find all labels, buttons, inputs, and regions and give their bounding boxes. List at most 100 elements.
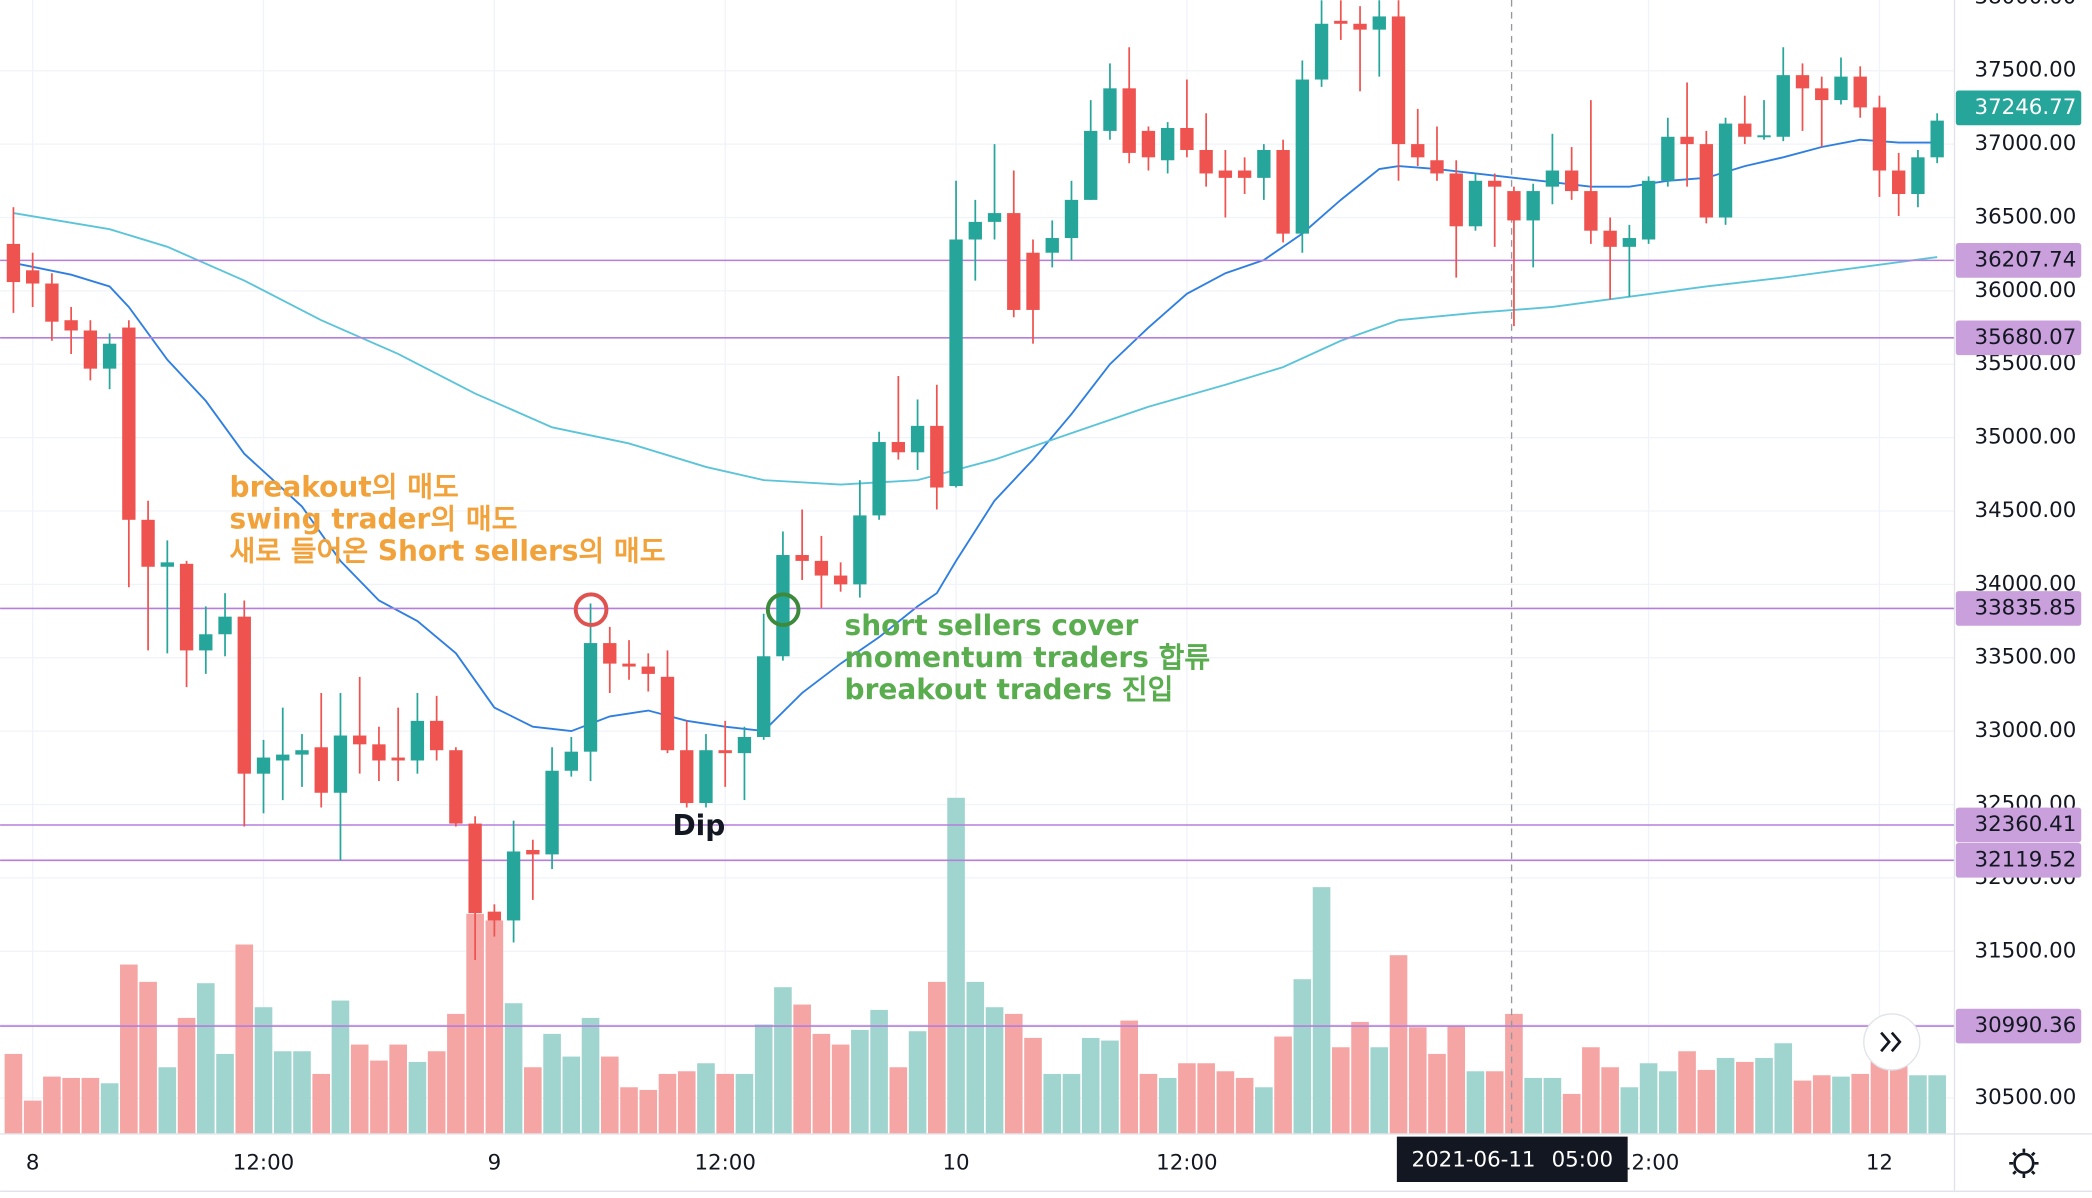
- x-tick-label: 12:00: [694, 1150, 755, 1175]
- level-label: 35680.07: [1975, 325, 2077, 350]
- y-tick-label: 36500.00: [1975, 204, 2077, 229]
- annotation-text: short sellers cover: [845, 609, 1139, 642]
- x-tick-label: 12:00: [1156, 1150, 1217, 1175]
- volume-bar: [235, 944, 254, 1134]
- candle-body: [1545, 170, 1560, 187]
- volume-bar: [1101, 1040, 1119, 1134]
- volume-bar: [639, 1089, 658, 1134]
- volume-bar: [1793, 1080, 1812, 1134]
- level-label: 36207.74: [1975, 247, 2077, 272]
- settings-button[interactable]: [2009, 1148, 2039, 1178]
- volume-bar: [466, 913, 484, 1134]
- annotation-text: swing trader의 매도: [230, 502, 518, 535]
- price-axis-panel: [1954, 0, 2092, 1134]
- candle-body: [853, 515, 867, 585]
- candle-body: [1661, 136, 1675, 181]
- candle-body: [526, 849, 540, 855]
- candle-body: [603, 643, 617, 664]
- volume-bar: [908, 1031, 927, 1134]
- candle-body: [372, 744, 386, 761]
- volume-bar: [1428, 1053, 1446, 1134]
- candle-body: [833, 575, 848, 585]
- candle-body: [1276, 149, 1290, 234]
- volume-bar: [1485, 1071, 1504, 1134]
- level-label-box: [1955, 1008, 2082, 1044]
- candle-body: [141, 519, 155, 567]
- level-label-box: [1955, 842, 2082, 878]
- y-tick-label: 35500.00: [1975, 351, 2077, 376]
- candle-body: [622, 663, 636, 667]
- volume-bar: [331, 1000, 350, 1134]
- volume-bar: [870, 1009, 888, 1134]
- candle-body: [83, 330, 98, 369]
- volume-bar: [1216, 1071, 1235, 1134]
- candle-body: [1680, 136, 1694, 145]
- candle-body: [1103, 88, 1117, 131]
- level-label: 33835.85: [1975, 595, 2077, 620]
- candle-body: [757, 656, 771, 737]
- candle-body: [1622, 238, 1637, 247]
- volume-bar: [1447, 1025, 1466, 1134]
- candle-body: [218, 616, 232, 635]
- volume-bar: [1408, 1027, 1427, 1134]
- volume-bar: [1370, 1047, 1389, 1134]
- candle-body: [6, 243, 21, 283]
- candle-body: [1064, 199, 1079, 239]
- candle-body: [64, 320, 78, 331]
- candle-body: [1295, 79, 1309, 234]
- candle-body: [160, 562, 174, 567]
- candle-body: [1160, 127, 1175, 161]
- volume-bar: [793, 1004, 811, 1134]
- level-label: 32360.41: [1975, 812, 2077, 837]
- volume-bar: [754, 1024, 773, 1134]
- y-tick-label: 33000.00: [1975, 718, 2077, 743]
- volume-bar: [23, 1100, 42, 1134]
- volume-bar: [196, 983, 215, 1134]
- volume-bar: [697, 1063, 715, 1134]
- candle-body: [1237, 170, 1252, 178]
- candle-body: [930, 425, 944, 488]
- candle-body: [1507, 191, 1521, 221]
- scroll-button-icon[interactable]: [1880, 1031, 1902, 1053]
- candle-body: [1699, 144, 1713, 218]
- candle-body: [1911, 157, 1925, 195]
- candle-body: [1353, 23, 1367, 30]
- last-price-label: 37246.77: [1975, 95, 2077, 120]
- candle-body: [1141, 130, 1156, 158]
- volume-bar: [1774, 1043, 1793, 1134]
- volume-bar: [985, 1007, 1004, 1134]
- volume-bar: [1543, 1077, 1562, 1134]
- candle-body: [314, 747, 328, 793]
- settings-icon[interactable]: [2013, 1152, 2035, 1174]
- volume-bar: [1716, 1057, 1735, 1134]
- scroll-button-circle[interactable]: [1863, 1013, 1921, 1071]
- volume-bar: [62, 1077, 80, 1134]
- volume-bar: [716, 1073, 735, 1134]
- volume-bar: [1505, 1013, 1523, 1134]
- volume-bar: [100, 1083, 119, 1134]
- candle-body: [1795, 75, 1810, 89]
- candle-body: [353, 735, 367, 745]
- candle-body: [968, 221, 982, 240]
- level-layer: [0, 259, 1955, 1027]
- volume-bar: [1331, 1047, 1350, 1134]
- volume-bar: [1004, 1013, 1023, 1134]
- candle-body: [1757, 135, 1771, 138]
- volume-bar: [1312, 887, 1331, 1134]
- candle-body: [737, 736, 752, 754]
- candle-body: [1045, 238, 1059, 253]
- candle-body: [1718, 123, 1733, 218]
- scroll-button[interactable]: [1863, 1013, 1921, 1071]
- volume-bar: [43, 1076, 61, 1134]
- volume-bar: [1351, 1021, 1369, 1134]
- candle-body: [1372, 16, 1386, 30]
- candle-body: [122, 327, 136, 520]
- candle-body: [25, 270, 40, 284]
- candle-body: [410, 720, 425, 761]
- settings-icon-spokes[interactable]: [2009, 1148, 2039, 1178]
- candle-body: [1334, 20, 1348, 24]
- volume-bar: [1562, 1093, 1581, 1134]
- candle-body: [1892, 170, 1906, 195]
- volume-bar: [350, 1044, 369, 1134]
